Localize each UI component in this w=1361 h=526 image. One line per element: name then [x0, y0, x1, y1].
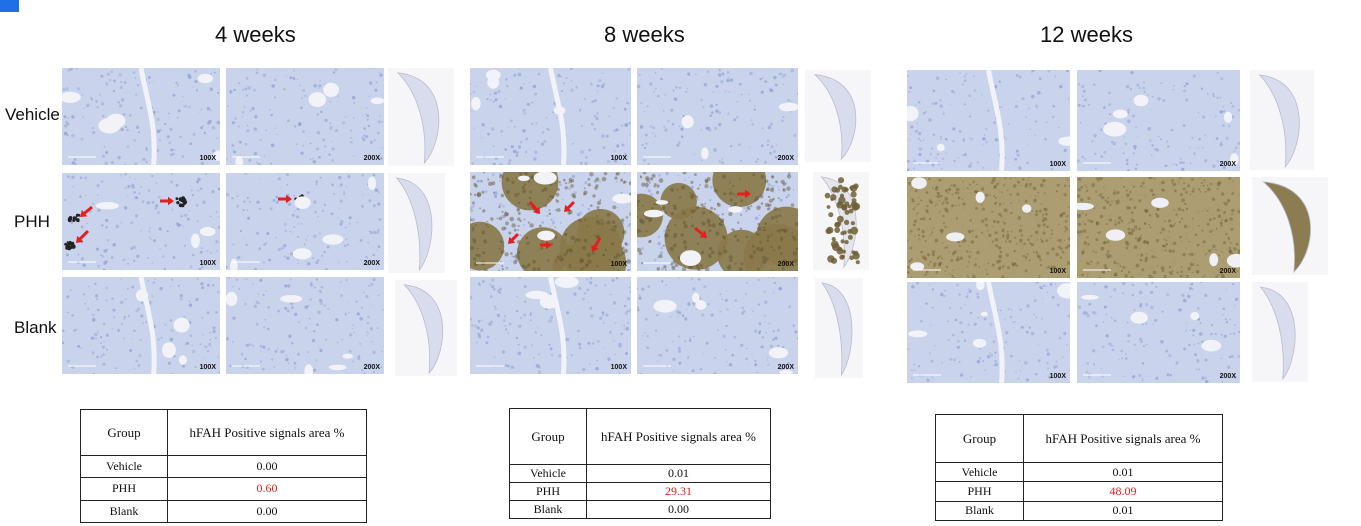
row-label-blank: Blank	[14, 318, 57, 337]
corner-marker	[0, 0, 19, 12]
value-cell: 0.01	[586, 464, 771, 483]
value-cell: 0.01	[1023, 461, 1223, 483]
value-cell: 48.09	[1023, 481, 1223, 502]
table-row: Blank 0.00	[509, 500, 771, 519]
group-cell: PHH	[935, 481, 1024, 502]
micrograph-vehicle-100x: 100X	[907, 70, 1070, 171]
value-cell: 0.00	[167, 454, 367, 479]
group-cell: Vehicle	[509, 464, 587, 483]
micrograph-phh-200x: 200X	[226, 173, 384, 270]
group-cell: Vehicle	[935, 461, 1024, 483]
magnification-label: 200X	[1219, 268, 1236, 275]
results-table-1: Group hFAH Positive signals area % Vehicle…	[80, 409, 367, 523]
table-row: Vehicle 0.01	[935, 461, 1223, 483]
header-positive-area: hFAH Positive signals area %	[1023, 414, 1223, 463]
value-cell: 29.31	[586, 482, 771, 501]
magnification-label: 100X	[1049, 373, 1066, 380]
magnification-label: 100X	[610, 155, 627, 162]
magnification-label: 100X	[1049, 161, 1066, 168]
week-title-2: 8 weeks	[604, 22, 685, 47]
table-row: PHH 0.60	[80, 477, 367, 501]
group-cell: PHH	[80, 477, 168, 501]
magnification-label: 100X	[1049, 268, 1066, 275]
group-cell: Blank	[509, 500, 587, 519]
micrograph-phh-200x: 200X	[1077, 177, 1240, 278]
magnification-label: 100X	[199, 260, 216, 267]
magnification-label: 200X	[777, 364, 794, 371]
whole-slide-blank	[395, 280, 457, 376]
whole-slide-phh	[813, 172, 869, 270]
micrograph-phh-200x: 200X	[637, 172, 798, 271]
micrograph-blank-100x: 100X	[907, 282, 1070, 383]
micrograph-blank-200x: 200X	[637, 277, 798, 374]
results-table-3: Group hFAH Positive signals area % Vehicle…	[935, 414, 1223, 521]
table-row: PHH 48.09	[935, 481, 1223, 502]
magnification-label: 100X	[610, 364, 627, 371]
micrograph-vehicle-200x: 200X	[637, 68, 798, 165]
magnification-label: 200X	[1219, 373, 1236, 380]
micrograph-vehicle-200x: 200X	[226, 68, 384, 165]
table-row: Vehicle 0.00	[80, 454, 367, 479]
whole-slide-phh	[388, 173, 445, 273]
magnification-label: 100X	[610, 261, 627, 268]
header-group: Group	[509, 408, 587, 465]
whole-slide-phh	[1252, 177, 1328, 275]
micrograph-blank-100x: 100X	[470, 277, 631, 374]
whole-slide-blank	[1252, 282, 1308, 382]
magnification-label: 100X	[199, 155, 216, 162]
micrograph-vehicle-200x: 200X	[1077, 70, 1240, 171]
micrograph-blank-200x: 200X	[1077, 282, 1240, 383]
magnification-label: 200X	[777, 261, 794, 268]
group-cell: Blank	[80, 499, 168, 523]
header-positive-area: hFAH Positive signals area %	[586, 408, 771, 465]
table-row: Blank 0.00	[80, 499, 367, 523]
magnification-label: 100X	[199, 364, 216, 371]
table-row: PHH 29.31	[509, 482, 771, 501]
magnification-label: 200X	[363, 260, 380, 267]
row-label-vehicle: Vehicle	[5, 105, 60, 124]
group-cell: Blank	[935, 500, 1024, 521]
whole-slide-vehicle	[388, 68, 454, 166]
value-cell: 0.00	[167, 499, 367, 523]
table-row: Vehicle 0.01	[509, 464, 771, 483]
group-cell: PHH	[509, 482, 587, 501]
value-cell: 0.00	[586, 500, 771, 519]
micrograph-phh-100x: 100X	[470, 172, 631, 271]
week-title-1: 4 weeks	[215, 22, 296, 47]
whole-slide-blank	[815, 278, 863, 378]
header-group: Group	[80, 409, 168, 456]
magnification-label: 200X	[777, 155, 794, 162]
header-positive-area: hFAH Positive signals area %	[167, 409, 367, 456]
table-row: Blank 0.01	[935, 500, 1223, 521]
results-table-2: Group hFAH Positive signals area % Vehicle…	[509, 408, 771, 519]
micrograph-phh-100x: 100X	[62, 173, 220, 270]
group-cell: Vehicle	[80, 454, 168, 479]
whole-slide-vehicle	[805, 70, 871, 162]
value-cell: 0.01	[1023, 500, 1223, 521]
micrograph-phh-100x: 100X	[907, 177, 1070, 278]
row-label-phh: PHH	[14, 212, 50, 231]
whole-slide-vehicle	[1250, 70, 1314, 170]
week-title-3: 12 weeks	[1040, 22, 1133, 47]
value-cell: 0.60	[167, 477, 367, 501]
micrograph-vehicle-100x: 100X	[62, 68, 220, 165]
micrograph-blank-200x: 200X	[226, 277, 384, 374]
magnification-label: 200X	[363, 364, 380, 371]
micrograph-vehicle-100x: 100X	[470, 68, 631, 165]
magnification-label: 200X	[1219, 161, 1236, 168]
header-group: Group	[935, 414, 1024, 463]
micrograph-blank-100x: 100X	[62, 277, 220, 374]
magnification-label: 200X	[363, 155, 380, 162]
